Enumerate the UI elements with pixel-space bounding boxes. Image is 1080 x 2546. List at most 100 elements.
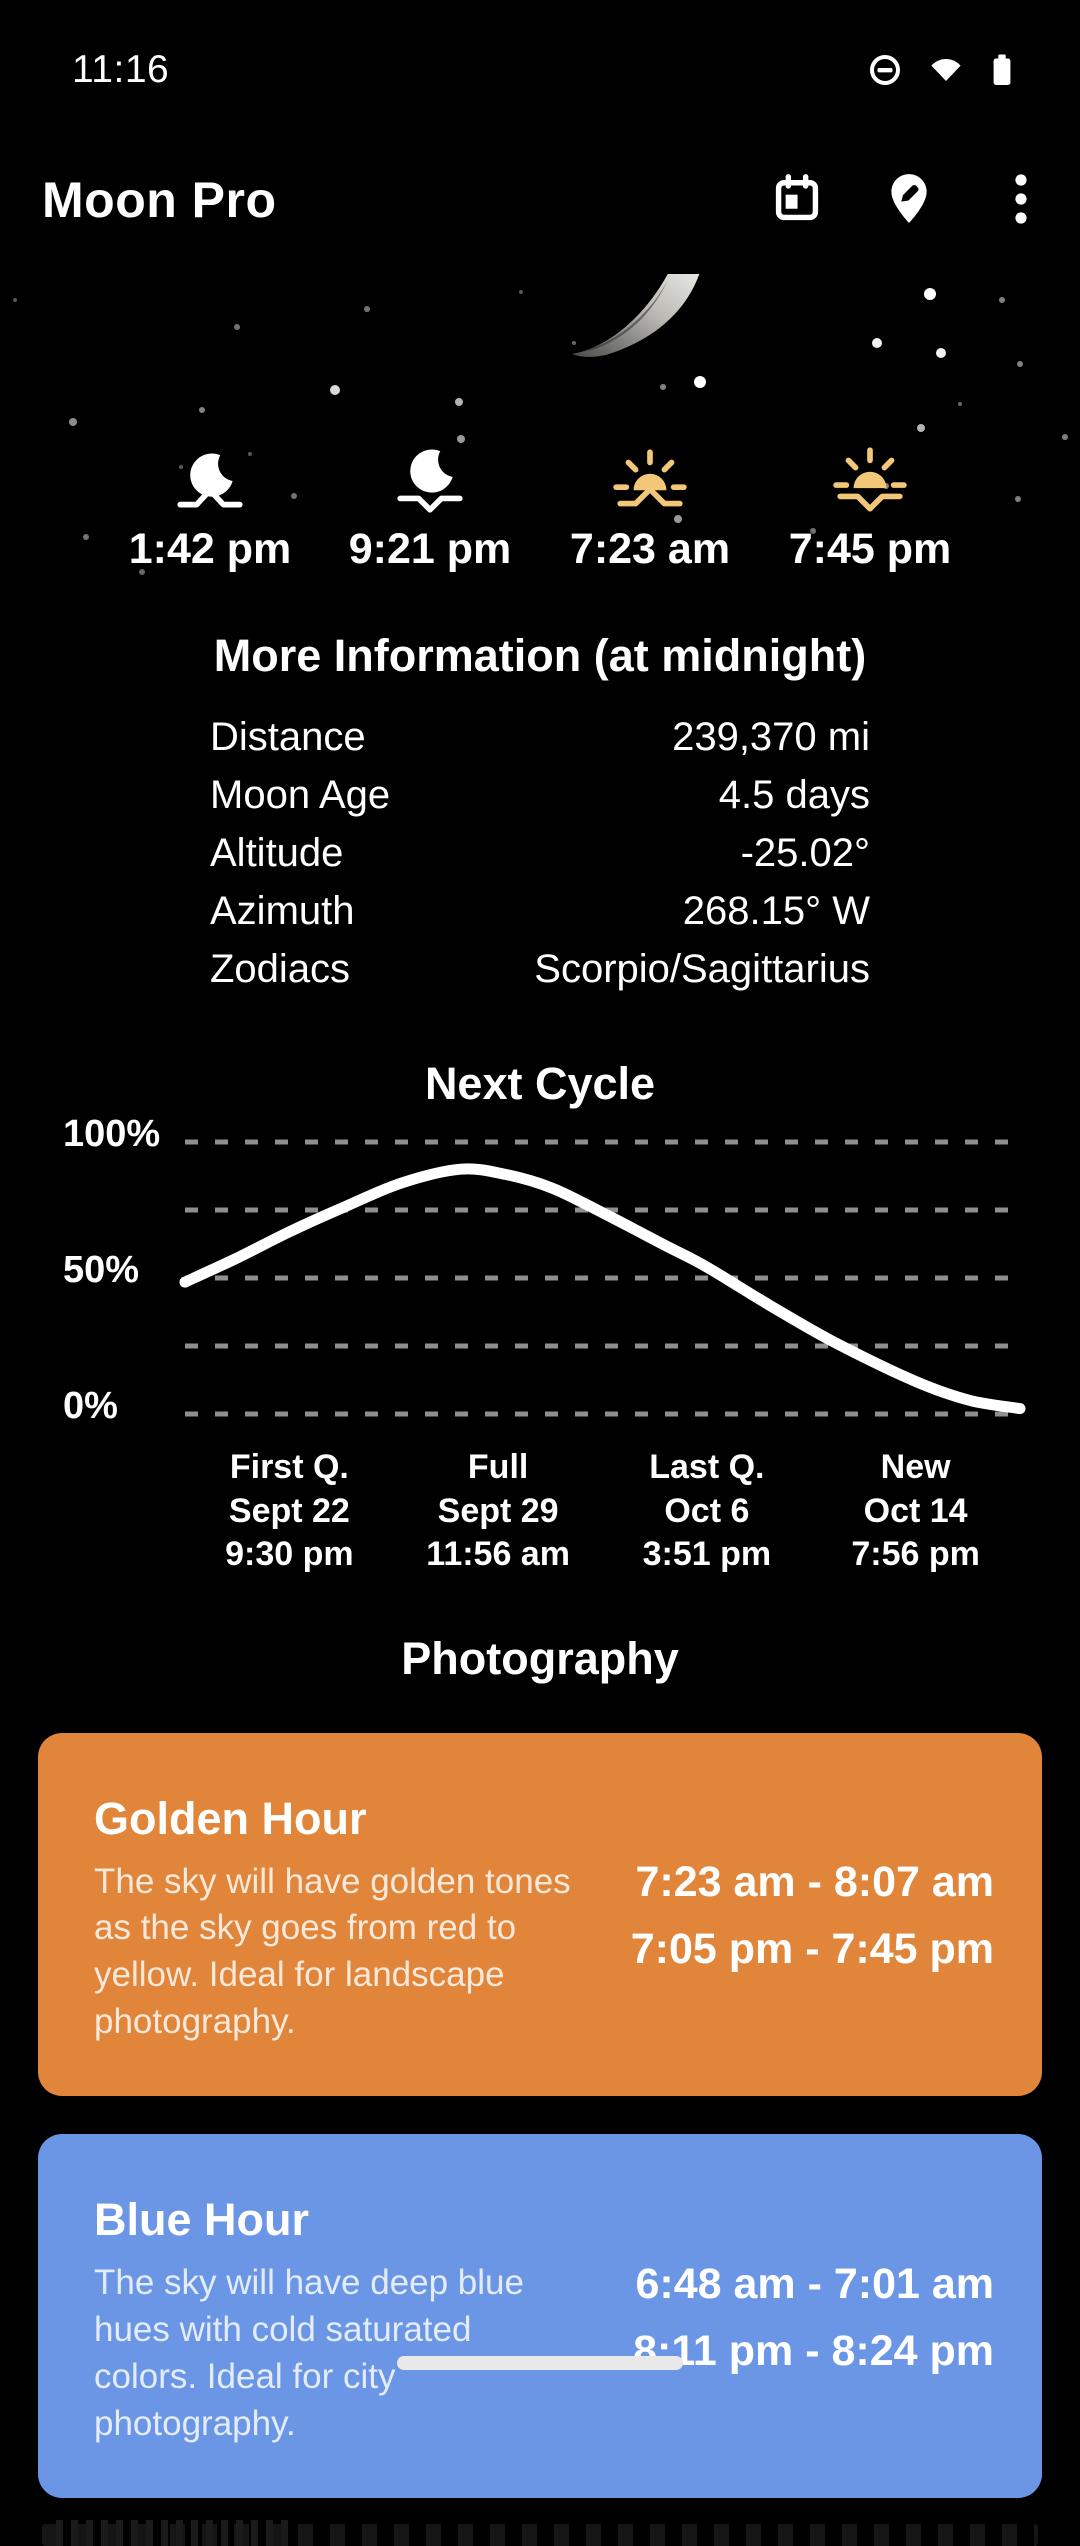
moon-sky-image: 1:42 pm 9:21 pm [0,274,1080,584]
star [999,297,1005,303]
info-value: Scorpio/Sagittarius [534,946,870,991]
star [1062,434,1068,440]
star [936,348,946,358]
star [364,306,370,312]
moonset-time: 9:21 pm [348,525,512,573]
golden-hour-card: Golden Hour The sky will have golden ton… [38,1732,1042,2097]
header-actions [768,171,1050,229]
card-description: The sky will have golden tones as the sk… [94,1861,571,2042]
star [660,384,666,390]
card-title: Blue Hour [94,2194,310,2246]
calendar-icon [771,173,823,228]
next-section-peek [42,2519,1038,2546]
moonrise-time: 1:42 pm [128,525,292,573]
blue-hour-text: Blue Hour The sky will have deep blue hu… [94,2188,594,2448]
sunset-icon [833,445,907,519]
next-cycle-title: Next Cycle [424,1058,656,1109]
star [917,424,925,432]
info-row-moon-age: Moon Age 4.5 days [210,766,870,824]
phase-date: Oct 6 [664,1491,750,1530]
photography-title: Photography [401,1632,679,1684]
sunset-cell: 7:45 pm [760,445,980,574]
phase-time: 3:51 pm [642,1535,772,1574]
sunrise-cell: 7:23 am [540,445,760,574]
card-title: Golden Hour [94,1792,367,1844]
star [330,385,340,395]
battery-icon [990,52,1014,88]
star [810,528,816,534]
star [248,452,252,456]
info-value: 268.15° W [682,888,870,933]
phase-name: Full [467,1448,529,1486]
moonrise-cell: 1:42 pm [100,445,320,574]
star [958,402,962,406]
info-label: Distance [210,714,366,759]
star [694,376,706,388]
card-description: The sky will have deep blue hues with co… [94,2263,524,2443]
phase-label-full: Full Sept 29 11:56 am [394,1446,603,1577]
time-range: 8:11 pm - 8:24 pm [633,2326,994,2375]
star [872,338,882,348]
star [234,324,240,330]
time-range: 7:05 pm - 7:45 pm [630,1925,994,1974]
y-axis-tick-label: 100% [63,1113,161,1155]
golden-hour-times: 7:23 am - 8:07 am 7:05 pm - 7:45 pm [594,1858,994,1974]
more-info-title: More Information (at midnight) [213,630,867,681]
time-range: 7:23 am - 8:07 am [635,1858,994,1907]
phase-time: 11:56 am [426,1535,570,1574]
star [291,493,297,499]
calendar-button[interactable] [768,171,826,229]
star-field [0,274,1080,584]
do-not-disturb-icon [868,53,902,87]
sunset-time: 7:45 pm [788,525,952,573]
star [179,465,183,469]
star [13,298,17,302]
star [199,407,205,413]
phase-date: Sept 29 [437,1491,559,1530]
star [1015,496,1021,502]
status-icons [868,52,1014,88]
star [1017,361,1023,367]
star [139,569,145,575]
gesture-navigation-handle[interactable] [397,2356,683,2370]
phase-name: First Q. [229,1448,349,1486]
edit-location-pin-icon [884,172,934,229]
blue-hour-card: Blue Hour The sky will have deep blue hu… [38,2134,1042,2498]
info-row-azimuth: Azimuth 268.15° W [210,882,870,940]
phase-date: Sept 22 [228,1491,350,1530]
info-label: Azimuth [210,888,355,933]
info-row-altitude: Altitude -25.02° [210,824,870,882]
moonset-cell: 9:21 pm [320,445,540,574]
golden-hour-text: Golden Hour The sky will have golden ton… [94,1787,594,2047]
wifi-icon [928,54,964,86]
time-range: 6:48 am - 7:01 am [635,2259,994,2308]
info-label: Altitude [210,830,344,875]
more-info-table: Distance 239,370 mi Moon Age 4.5 days Al… [0,708,1080,998]
star [457,435,465,443]
info-value: 4.5 days [718,772,870,817]
more-vert-icon [1014,173,1028,228]
next-cycle-chart: 100% 50% 0% [0,1113,1080,1430]
info-row-distance: Distance 239,370 mi [210,708,870,766]
star [572,341,576,345]
y-axis-tick-label: 50% [63,1249,140,1291]
edit-location-button[interactable] [880,171,938,229]
info-label: Moon Age [210,772,391,817]
info-value: 239,370 mi [672,714,870,759]
info-label: Zodiacs [210,946,351,991]
overflow-menu-button[interactable] [992,171,1050,229]
phase-time: 9:30 pm [225,1535,354,1574]
phase-name: New [880,1448,951,1486]
star [674,515,682,523]
phase-label-last-quarter: Last Q. Oct 6 3:51 pm [603,1446,812,1577]
phase-label-new: New Oct 14 7:56 pm [811,1446,1020,1577]
cycle-x-labels: First Q. Sept 22 9:30 pm Full Sept 29 11… [0,1446,1080,1577]
star [924,288,936,300]
status-bar: 11:16 [0,0,1080,140]
sunrise-icon [613,445,687,519]
moonrise-icon [173,445,247,519]
page-title: Moon Pro [42,172,277,228]
app-header: Moon Pro [0,140,1080,260]
star [519,290,523,294]
phase-time: 7:56 pm [851,1535,980,1574]
